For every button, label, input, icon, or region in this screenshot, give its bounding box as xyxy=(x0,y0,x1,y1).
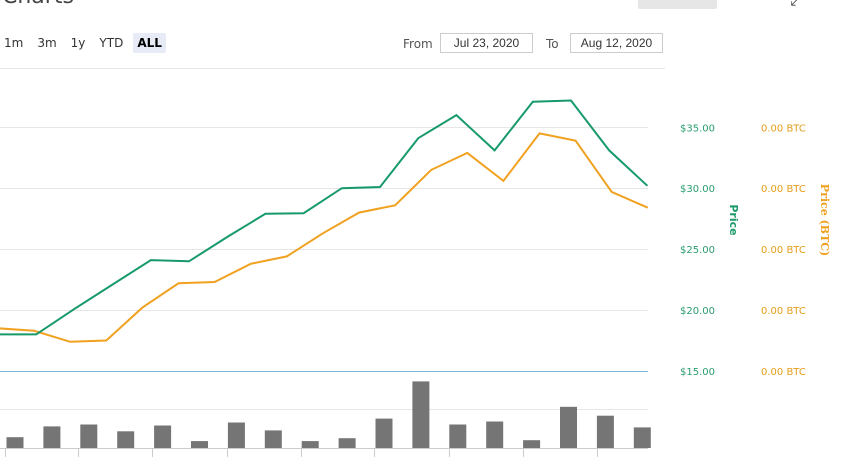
from-date-input[interactable] xyxy=(440,33,533,53)
price-tick-label: $15.00 xyxy=(680,367,715,378)
volume-bar xyxy=(486,421,504,448)
range-button-all[interactable]: ALL xyxy=(133,33,166,53)
to-date-input[interactable] xyxy=(570,33,663,53)
btc-tick-label: 0.00 BTC xyxy=(761,367,806,378)
volume-bar xyxy=(80,424,98,448)
volume-bars xyxy=(6,381,651,448)
volume-bar xyxy=(191,441,208,448)
btc-axis-ticks: 0.00 BTC 0.00 BTC 0.00 BTC 0.00 BTC 0.00 BTC xyxy=(761,123,806,378)
price-axis-ticks: $35.00 $30.00 $25.00 $20.00 $15.00 xyxy=(680,123,715,378)
volume-bar xyxy=(338,438,356,448)
volume-bar xyxy=(375,418,393,448)
range-button-1y[interactable]: 1y xyxy=(70,36,86,50)
range-button-1m[interactable]: 1m xyxy=(4,36,24,50)
volume-bar xyxy=(227,422,245,448)
price-tick-label: $35.00 xyxy=(680,123,715,134)
volume-bar xyxy=(301,441,319,448)
btc-tick-label: 0.00 BTC xyxy=(761,245,806,256)
volume-bar xyxy=(264,430,282,448)
btc-tick-label: 0.00 BTC xyxy=(761,184,806,195)
volume-bar xyxy=(449,424,467,448)
volume-bar xyxy=(560,406,577,448)
volume-bar xyxy=(523,440,541,448)
btc-axis-title: Price (BTC) xyxy=(818,184,831,256)
from-label: From xyxy=(403,37,433,51)
range-selector: 1m 3m 1y YTD ALL xyxy=(0,33,166,53)
price-tick-label: $20.00 xyxy=(680,306,715,317)
volume-bar xyxy=(154,425,172,448)
volume-bar xyxy=(117,431,135,448)
volume-bar xyxy=(633,427,651,448)
price-axis-title: Price xyxy=(727,204,740,235)
volume-bar xyxy=(43,426,61,448)
expand-icon[interactable]: ⤢ xyxy=(790,0,803,10)
volume-bar xyxy=(596,415,614,448)
volume-bar xyxy=(6,437,24,448)
price-tick-label: $25.00 xyxy=(680,245,715,256)
volume-bar xyxy=(412,381,430,448)
series-line-btc xyxy=(0,132,649,343)
series-line-price xyxy=(0,99,649,336)
to-label: To xyxy=(546,37,559,51)
range-button-ytd[interactable]: YTD xyxy=(99,36,124,50)
top-toolbar-button[interactable] xyxy=(638,0,717,9)
price-tick-label: $30.00 xyxy=(680,184,715,195)
page-title: Charts xyxy=(2,0,74,9)
btc-tick-label: 0.00 BTC xyxy=(761,123,806,134)
grid-lines xyxy=(0,68,665,457)
range-button-3m[interactable]: 3m xyxy=(37,36,57,50)
btc-tick-label: 0.00 BTC xyxy=(761,306,806,317)
